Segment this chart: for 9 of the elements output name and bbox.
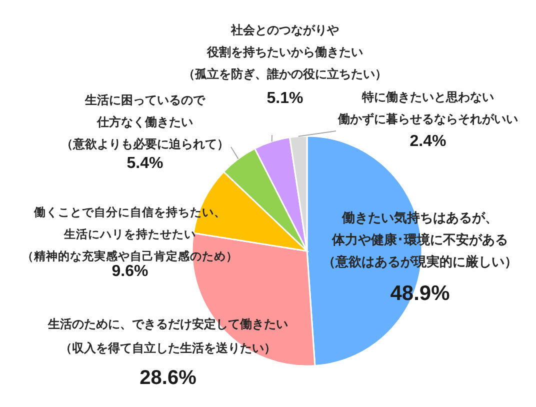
slice-label: 生活のために、できるだけ安定して働きたい（収入を得て自立した生活を送りたい） xyxy=(47,317,288,355)
slice-label: 社会とのつながりや役割を持ちたいから働きたい（孤立を防ぎ、誰かの役に立ちたい） xyxy=(183,23,387,81)
data-label: 9.6% xyxy=(112,263,148,280)
data-label: 5.1% xyxy=(266,90,304,107)
slice-label: 特に働きたいと思わない働かずに暮らせるならそれがいい xyxy=(337,90,518,126)
slice-label: 生活に困っているので仕方なく働きたい（意欲よりも必要に迫られて） xyxy=(61,93,229,151)
data-label: 2.4% xyxy=(410,133,446,150)
data-label: 28.6% xyxy=(140,367,197,389)
data-label: 5.4% xyxy=(126,155,164,172)
